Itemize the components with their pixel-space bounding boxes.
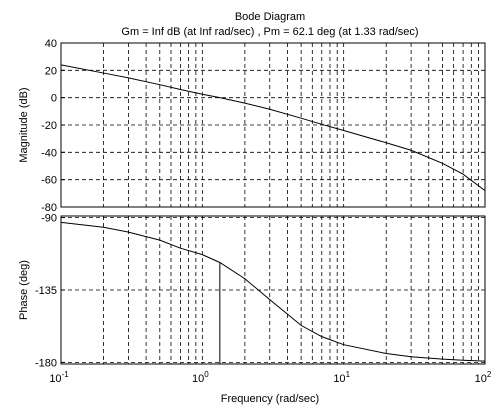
phase-ytick-label-1: -135: [35, 285, 57, 297]
phase-axis-label: Phase (deg): [18, 260, 30, 320]
magnitude-axis-label: Magnitude (dB): [18, 87, 30, 162]
x-tick-label-2: 101: [333, 370, 350, 385]
frequency-axis-label: Frequency (rad/sec): [221, 393, 319, 405]
phase-ytick-label-0: -90: [41, 213, 57, 225]
magnitude-ytick-label-3: -20: [41, 120, 57, 132]
chart-title: Bode Diagram: [235, 11, 305, 23]
magnitude-response-line-0: [60, 64, 486, 192]
magnitude-frame: [60, 42, 486, 208]
magnitude-ytick-label-5: -60: [41, 175, 57, 187]
x-tick-labels: 10-1 100 101 102: [49, 370, 492, 385]
phase-ytick-label-2: -180: [35, 357, 57, 369]
magnitude-ytick-label-1: 20: [45, 65, 57, 77]
magnitude-ytick-label-0: 40: [45, 38, 57, 50]
chart-subtitle: Gm = Inf dB (at Inf rad/sec) , Pm = 62.1…: [121, 26, 418, 38]
x-tick-label-1: 100: [192, 370, 209, 385]
phase-response-line-0: [60, 221, 486, 362]
x-tick-label-0: 10-1: [49, 370, 69, 385]
magnitude-ytick-label-2: 0: [51, 93, 57, 105]
phase-panel: -90 -135 -180: [35, 213, 486, 369]
magnitude-ytick-label-4: -40: [41, 147, 57, 159]
magnitude-panel: 40 20 0 -20 -40 -60 -80: [41, 38, 486, 214]
x-tick-label-3: 102: [475, 370, 492, 385]
phase-frame: [60, 215, 486, 365]
magnitude-ytick-label-6: -80: [41, 202, 57, 214]
